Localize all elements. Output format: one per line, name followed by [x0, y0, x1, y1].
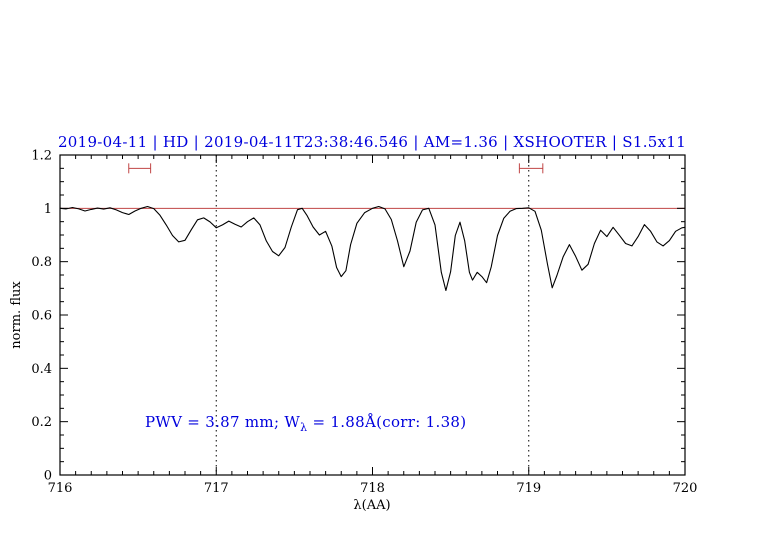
chart-title: 2019-04-11 | HD | 2019-04-11T23:38:46.54… — [58, 133, 686, 151]
y-tick-label: 0.6 — [31, 309, 52, 324]
pwv-annotation-suffix: = 1.88Å(corr: 1.38) — [307, 413, 466, 431]
pwv-annotation-subscript: λ — [300, 421, 307, 434]
y-axis-label: norm. flux — [9, 281, 24, 349]
y-tick-label: 1 — [44, 202, 52, 217]
y-tick-label: 0.2 — [31, 415, 52, 430]
pwv-annotation: PWV = 3.87 mm; Wλ = 1.88Å(corr: 1.38) — [145, 413, 466, 434]
chart-generated-layer: 716 717 718 719 720 0 0.2 0.4 0.6 0.8 1 1.2 — [31, 149, 697, 497]
x-tick-label: 720 — [673, 481, 698, 496]
x-axis-label: λ(AA) — [353, 498, 390, 513]
pwv-annotation-prefix: PWV = 3.87 mm; W — [145, 413, 300, 431]
spectrum-line — [59, 205, 686, 292]
x-tick-label: 716 — [48, 481, 73, 496]
y-tick-label: 0.8 — [31, 255, 52, 270]
y-tick-label: 0.4 — [31, 362, 52, 377]
x-tick-label: 718 — [360, 481, 385, 496]
x-tick-label: 717 — [204, 481, 229, 496]
y-tick-label: 0 — [44, 469, 52, 484]
y-tick-label: 1.2 — [31, 149, 52, 164]
x-tick-label: 719 — [516, 481, 541, 496]
